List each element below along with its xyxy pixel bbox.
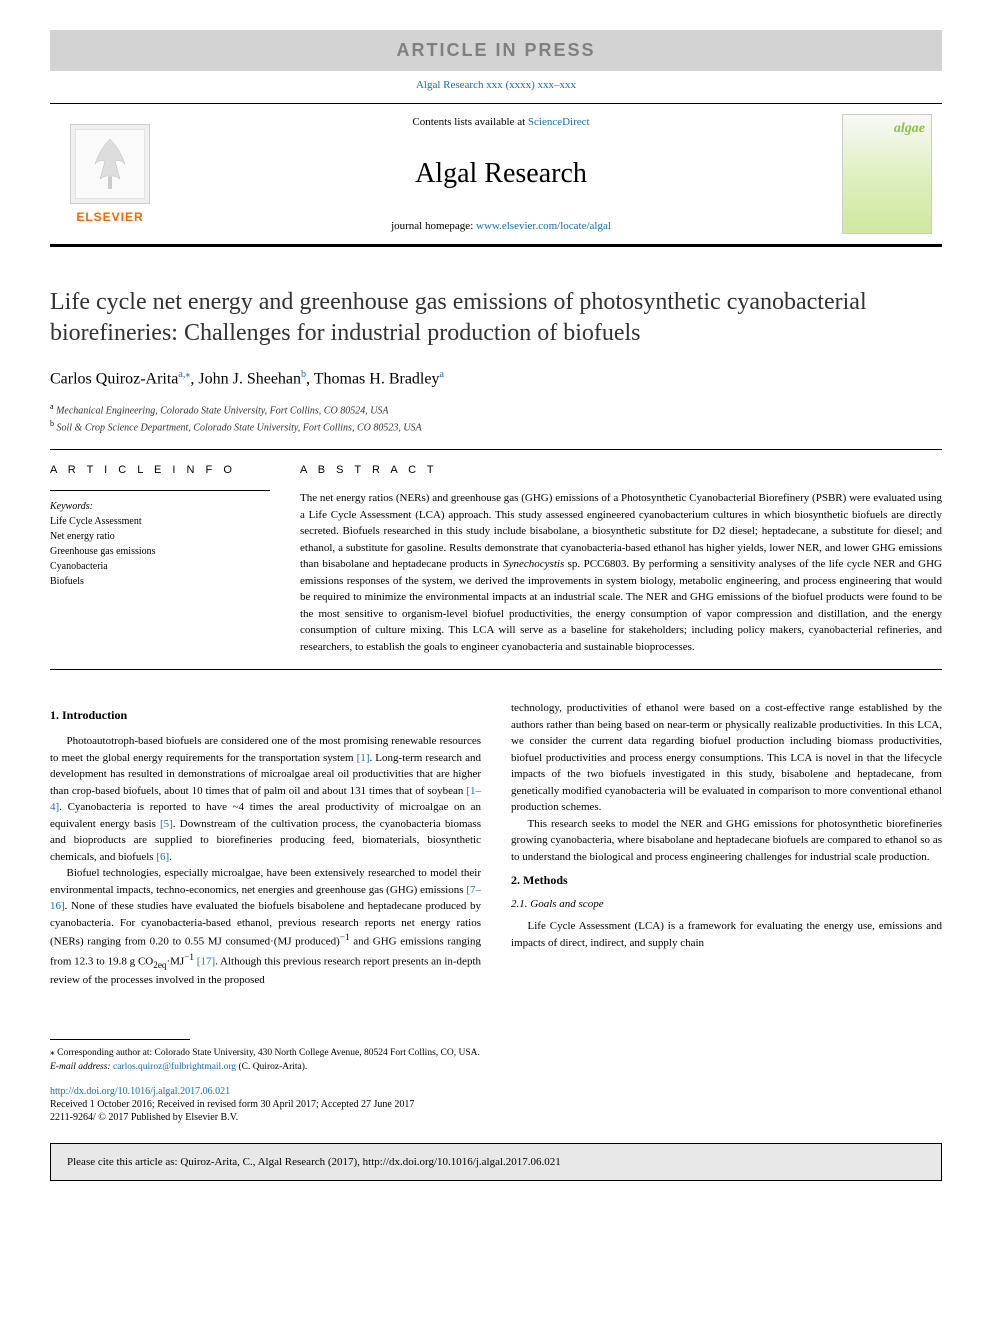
elsevier-wordmark: ELSEVIER — [76, 210, 143, 224]
keyword-item: Net energy ratio — [50, 529, 270, 544]
please-cite-box: Please cite this article as: Quiroz-Arit… — [50, 1143, 942, 1181]
author-3: , Thomas H. Bradley — [306, 371, 439, 388]
journal-title: Algal Research — [170, 158, 832, 190]
author-2: , John J. Sheehan — [190, 371, 301, 388]
affil-b-text: Soil & Crop Science Department, Colorado… — [54, 422, 422, 433]
keyword-item: Cyanobacteria — [50, 559, 270, 574]
divider-bottom — [50, 669, 942, 670]
doi-link[interactable]: http://dx.doi.org/10.1016/j.algal.2017.0… — [50, 1086, 942, 1097]
journal-cover-thumbnail: algae — [832, 104, 942, 244]
copyright-line: 2211-9264/ © 2017 Published by Elsevier … — [50, 1112, 942, 1123]
keywords-label: Keywords: — [50, 501, 270, 512]
footnote-divider — [50, 1039, 190, 1040]
footer: ⁎ Corresponding author at: Colorado Stat… — [50, 989, 942, 1124]
author-list: Carlos Quiroz-Aritaa,⁎, John J. Sheehanb… — [50, 369, 942, 388]
email-line: E-mail address: carlos.quiroz@fulbrightm… — [50, 1060, 942, 1074]
article-in-press-banner: ARTICLE IN PRESS — [50, 30, 942, 71]
keyword-item: Biofuels — [50, 574, 270, 589]
paragraph: This research seeks to model the NER and… — [511, 816, 942, 866]
paragraph: technology, productivities of ethanol we… — [511, 700, 942, 816]
section-2-heading: 2. Methods — [511, 873, 942, 888]
abstract-text: The net energy ratios (NERs) and greenho… — [300, 490, 942, 655]
info-abstract-row: A R T I C L E I N F O Keywords: Life Cyc… — [50, 464, 942, 655]
contents-prefix: Contents lists available at — [412, 116, 527, 128]
abstract-column: A B S T R A C T The net energy ratios (N… — [300, 464, 942, 655]
section-2-1-heading: 2.1. Goals and scope — [511, 898, 942, 910]
article-info-column: A R T I C L E I N F O Keywords: Life Cyc… — [50, 464, 270, 655]
journal-homepage-line: journal homepage: www.elsevier.com/locat… — [170, 220, 832, 232]
divider-keywords — [50, 490, 270, 491]
cover-image: algae — [842, 114, 932, 234]
sciencedirect-link[interactable]: ScienceDirect — [528, 116, 590, 128]
keyword-item: Life Cycle Assessment — [50, 514, 270, 529]
author-1-affil-sup: a,⁎ — [178, 369, 190, 380]
section-1-heading: 1. Introduction — [50, 708, 481, 723]
contents-list-line: Contents lists available at ScienceDirec… — [170, 116, 832, 128]
affiliations: a Mechanical Engineering, Colorado State… — [50, 401, 942, 436]
email-suffix: (C. Quiroz-Arita). — [236, 1062, 307, 1072]
affiliation-b: b Soil & Crop Science Department, Colora… — [50, 418, 942, 435]
article-info-label: A R T I C L E I N F O — [50, 464, 270, 476]
paragraph: Photoautotroph-based biofuels are consid… — [50, 733, 481, 865]
divider-top — [50, 449, 942, 450]
paragraph: Biofuel technologies, especially microal… — [50, 865, 481, 988]
elsevier-logo: ELSEVIER — [50, 104, 170, 244]
elsevier-tree-icon — [70, 124, 150, 204]
affiliation-a: a Mechanical Engineering, Colorado State… — [50, 401, 942, 418]
main-content: Life cycle net energy and greenhouse gas… — [50, 247, 942, 989]
email-link[interactable]: carlos.quiroz@fulbrightmail.org — [113, 1062, 236, 1072]
affil-a-text: Mechanical Engineering, Colorado State U… — [54, 405, 389, 416]
author-1: Carlos Quiroz-Arita — [50, 371, 178, 388]
author-3-affil-sup: a — [439, 369, 443, 380]
homepage-prefix: journal homepage: — [391, 220, 476, 232]
journal-homepage-link[interactable]: www.elsevier.com/locate/algal — [476, 220, 611, 232]
paragraph: Life Cycle Assessment (LCA) is a framewo… — [511, 918, 942, 951]
keywords-list: Life Cycle Assessment Net energy ratio G… — [50, 514, 270, 589]
journal-reference-line: Algal Research xxx (xxxx) xxx–xxx — [0, 79, 992, 91]
abstract-label: A B S T R A C T — [300, 464, 942, 476]
corresponding-author-note: ⁎ Corresponding author at: Colorado Stat… — [50, 1046, 942, 1060]
dates-line: Received 1 October 2016; Received in rev… — [50, 1099, 942, 1110]
header-center: Contents lists available at ScienceDirec… — [170, 104, 832, 244]
body-text-columns: 1. Introduction Photoautotroph-based bio… — [50, 700, 942, 988]
journal-header: ELSEVIER Contents lists available at Sci… — [50, 103, 942, 247]
email-label: E-mail address: — [50, 1062, 113, 1072]
article-title: Life cycle net energy and greenhouse gas… — [50, 287, 942, 349]
cover-algae-text: algae — [894, 121, 925, 137]
keyword-item: Greenhouse gas emissions — [50, 544, 270, 559]
